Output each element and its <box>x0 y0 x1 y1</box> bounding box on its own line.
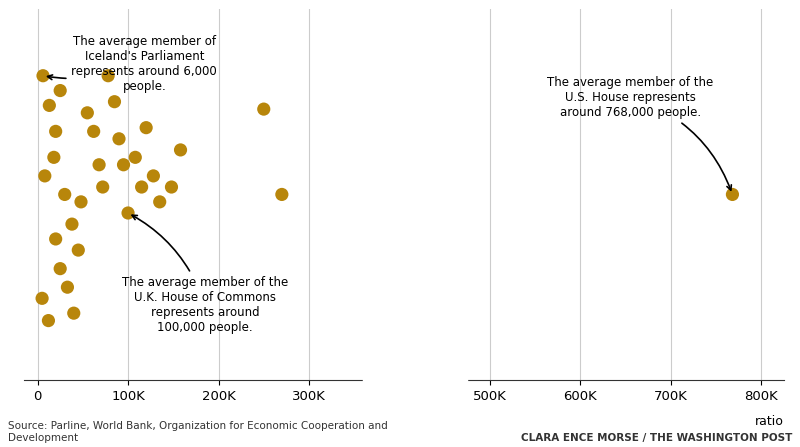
Text: The average member of the
U.K. House of Commons
represents around
100,000 people: The average member of the U.K. House of … <box>122 215 288 334</box>
Point <box>61 283 74 291</box>
Point <box>81 109 94 116</box>
Point <box>113 135 126 142</box>
Point <box>108 98 121 105</box>
Point <box>54 265 66 272</box>
Bar <box>363 9 467 380</box>
Point <box>117 161 130 169</box>
Point <box>275 191 288 198</box>
Point <box>38 172 51 179</box>
Point <box>258 105 270 113</box>
Point <box>93 161 106 169</box>
Point <box>174 146 187 153</box>
Point <box>129 154 142 161</box>
Point <box>54 87 66 94</box>
Point <box>726 191 739 198</box>
Point <box>147 172 160 179</box>
Point <box>135 183 148 190</box>
Point <box>87 128 100 135</box>
Point <box>102 72 114 79</box>
Point <box>36 295 49 302</box>
Point <box>154 198 166 206</box>
Point <box>58 191 71 198</box>
Point <box>122 209 134 217</box>
Point <box>96 183 109 190</box>
Point <box>50 236 62 243</box>
Point <box>67 310 80 317</box>
Point <box>37 72 50 79</box>
Point <box>72 247 85 254</box>
Text: ratio: ratio <box>755 415 784 428</box>
Point <box>42 317 55 324</box>
Text: Source: Parline, World Bank, Organization for Economic Cooperation and
Developme: Source: Parline, World Bank, Organizatio… <box>8 421 388 443</box>
Point <box>165 183 178 190</box>
Point <box>43 102 56 109</box>
Point <box>50 128 62 135</box>
Point <box>66 220 78 228</box>
Bar <box>363 380 467 447</box>
Point <box>74 198 87 206</box>
Text: The average member of
Iceland's Parliament
represents around 6,000
people.: The average member of Iceland's Parliame… <box>47 35 218 93</box>
Text: CLARA ENCE MORSE / THE WASHINGTON POST: CLARA ENCE MORSE / THE WASHINGTON POST <box>521 433 792 443</box>
Point <box>47 154 60 161</box>
Point <box>140 124 153 131</box>
Text: The average member of the
U.S. House represents
around 768,000 people.: The average member of the U.S. House rep… <box>547 76 731 190</box>
